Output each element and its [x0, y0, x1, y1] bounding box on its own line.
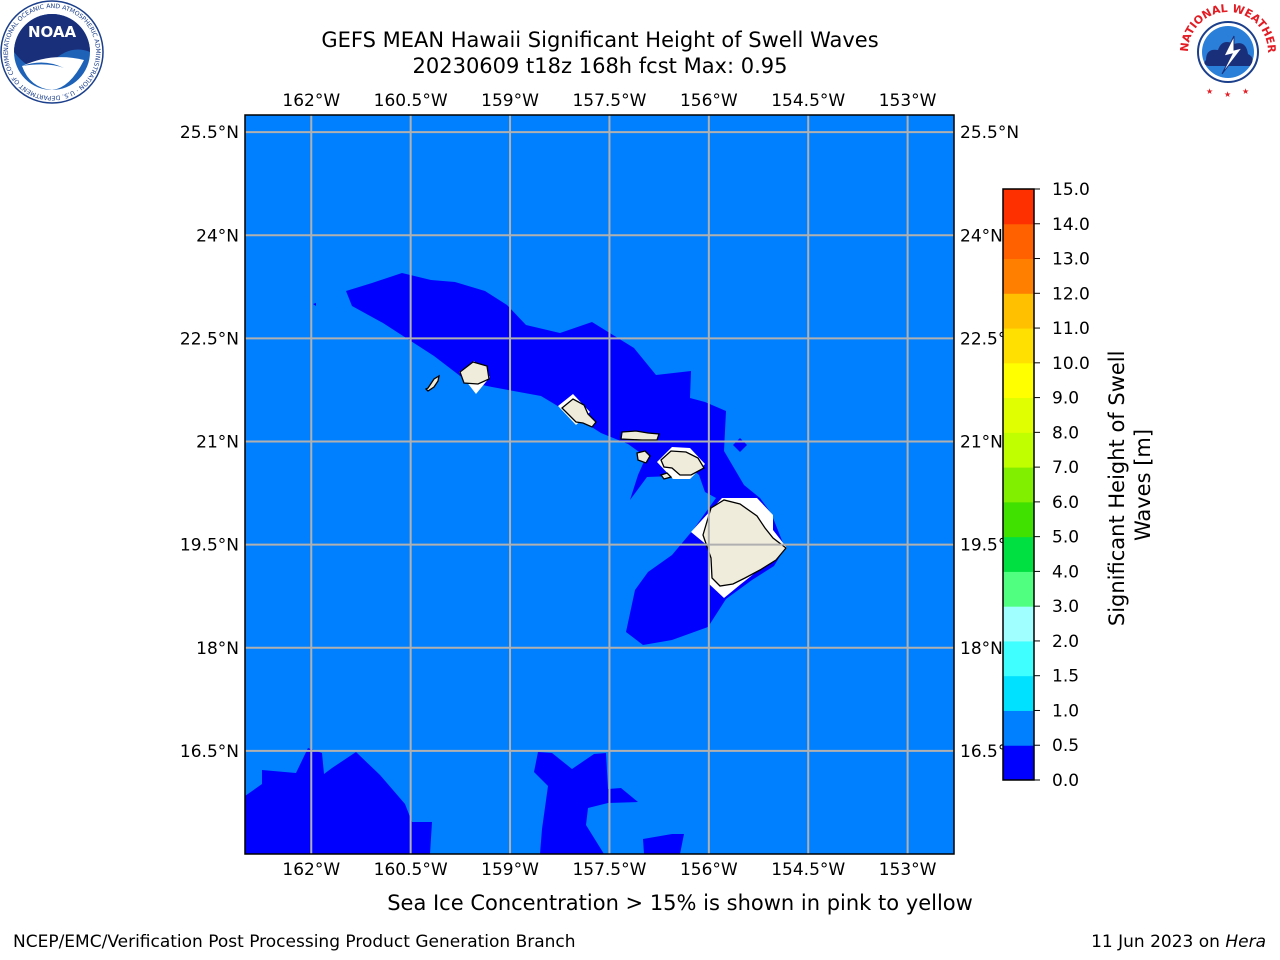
colorbar-tick-17: 15.0 — [1052, 180, 1090, 200]
lon-tick-bottom-3: 157.5°W — [572, 860, 646, 880]
swell-contour-speck2 — [313, 303, 316, 306]
lat-tick-right-5: 18°N — [960, 639, 1003, 659]
colorbar-label: Significant Height of Swell Waves [m] — [1105, 344, 1155, 626]
lat-tick-left-3: 21°N — [196, 433, 239, 453]
colorbar-tick-10: 8.0 — [1052, 423, 1079, 443]
colorbar-swatch-1 — [1003, 710, 1034, 746]
lat-tick-left-4: 19.5°N — [180, 536, 239, 556]
colorbar-swatch-13 — [1003, 293, 1034, 329]
swell-contour-south-center — [534, 752, 638, 854]
colorbar-tick-3: 1.5 — [1052, 667, 1079, 687]
lon-tick-top-4: 156°W — [680, 91, 738, 111]
colorbar-tick-14: 12.0 — [1052, 284, 1090, 304]
longitude-ticks-bottom: 162°W 160.5°W 159°W 157.5°W 156°W 154.5°W 153°… — [282, 860, 936, 880]
colorbar-swatch-6 — [1003, 536, 1034, 572]
colorbar-swatch-16 — [1003, 189, 1034, 225]
sea-ice-note: Sea Ice Concentration > 15% is shown in … — [387, 891, 973, 915]
colorbar-tick-4: 2.0 — [1052, 632, 1079, 652]
lon-tick-bottom-2: 159°W — [481, 860, 539, 880]
lon-tick-top-1: 160.5°W — [374, 91, 448, 111]
colorbar-swatch-5 — [1003, 571, 1034, 607]
colorbar-tick-1: 0.5 — [1052, 736, 1079, 756]
colorbar-tick-6: 4.0 — [1052, 562, 1079, 582]
latitude-ticks-left: 25.5°N 24°N 22.5°N 21°N 19.5°N 18°N 16.5°N — [180, 123, 239, 762]
island-kauai — [459, 361, 490, 385]
lat-tick-left-2: 22.5°N — [180, 329, 239, 349]
lat-tick-right-3: 21°N — [960, 433, 1003, 453]
lon-tick-top-3: 157.5°W — [572, 91, 646, 111]
noaa-logo-text: NOAA — [28, 23, 77, 41]
svg-text:★: ★ — [1242, 87, 1249, 96]
colorbar-frame — [1002, 188, 1035, 781]
island-kahoolawe — [659, 472, 673, 480]
colorbar-swatch-14 — [1003, 258, 1034, 294]
colorbar-tick-2: 1.0 — [1052, 701, 1079, 721]
svg-text:★: ★ — [1206, 87, 1213, 96]
lon-tick-top-6: 153°W — [879, 91, 937, 111]
colorbar-tick-15: 13.0 — [1052, 250, 1090, 270]
lat-tick-left-0: 25.5°N — [180, 123, 239, 143]
colorbar-tick-7: 5.0 — [1052, 528, 1079, 548]
colorbar-swatch-15 — [1003, 223, 1034, 260]
lon-tick-bottom-0: 162°W — [282, 860, 340, 880]
colorbar-swatch-9 — [1003, 432, 1034, 468]
colorbar-swatch-4 — [1003, 606, 1034, 642]
lat-tick-left-5: 18°N — [196, 639, 239, 659]
lon-tick-bottom-1: 160.5°W — [374, 860, 448, 880]
colorbar-tick-11: 9.0 — [1052, 389, 1079, 409]
footer-date-text: 11 Jun 2023 on — [1091, 932, 1226, 952]
colorbar-tick-13: 11.0 — [1052, 319, 1090, 339]
island-niihau — [424, 374, 440, 392]
colorbar-tick-8: 6.0 — [1052, 493, 1079, 513]
map-subtitle: 20230609 t18z 168h fcst Max: 0.95 — [412, 54, 788, 78]
footer-host: Hera — [1225, 932, 1266, 952]
swell-contour-chain — [346, 273, 785, 645]
island-molokai — [620, 430, 660, 441]
footer-branch: NCEP/EMC/Verification Post Processing Pr… — [13, 932, 576, 952]
island-lanai — [636, 450, 651, 464]
map-gridlines — [245, 115, 954, 854]
lat-tick-right-0: 25.5°N — [960, 123, 1019, 143]
lon-tick-bottom-6: 153°W — [879, 860, 937, 880]
lon-tick-top-0: 162°W — [282, 91, 340, 111]
footer-date: 11 Jun 2023 on Hera — [1091, 932, 1266, 952]
colorbar-tick-0: 0.0 — [1052, 771, 1079, 791]
lon-tick-top-2: 159°W — [481, 91, 539, 111]
colorbar-swatch-11 — [1003, 362, 1034, 399]
map-title: GEFS MEAN Hawaii Significant Height of S… — [321, 28, 879, 52]
colorbar-tick-12: 10.0 — [1052, 354, 1090, 374]
map-frame — [244, 114, 955, 855]
colorbar-tick-16: 14.0 — [1052, 215, 1090, 235]
colorbar-tick-5: 3.0 — [1052, 597, 1079, 617]
colorbar-ticks: 0.0 0.5 1.0 1.5 2.0 3.0 4.0 5.0 6.0 7.0 8.0 9.0 10.0… — [1034, 180, 1090, 791]
island-oahu — [561, 398, 597, 428]
lon-tick-bottom-4: 156°W — [680, 860, 738, 880]
colorbar-swatch-12 — [1003, 328, 1034, 364]
colorbar-swatch-0 — [1003, 745, 1034, 781]
island-maui — [660, 450, 705, 476]
lat-tick-left-1: 24°N — [196, 226, 239, 246]
lat-tick-right-1: 24°N — [960, 226, 1003, 246]
nws-logo-icon: NATIONAL WEATHER SERVICE ★★★ — [1176, 0, 1278, 99]
lat-tick-left-6: 16.5°N — [180, 742, 239, 762]
lon-tick-bottom-5: 154.5°W — [771, 860, 845, 880]
longitude-ticks-top: 162°W 160.5°W 159°W 157.5°W 156°W 154.5°W 153°… — [282, 91, 936, 111]
colorbar-swatch-7 — [1003, 501, 1034, 538]
colorbar-tick-9: 7.0 — [1052, 458, 1079, 478]
colorbar-swatch-3 — [1003, 640, 1034, 677]
noaa-logo-icon: NOAA NATIONAL OCEANIC AND ATMOSPHERIC AD… — [0, 0, 104, 104]
svg-text:★: ★ — [1224, 90, 1231, 99]
colorbar-swatch-10 — [1003, 397, 1034, 433]
swell-contour-south-east — [643, 834, 684, 854]
lon-tick-top-5: 154.5°W — [771, 91, 845, 111]
colorbar-swatch-2 — [1003, 675, 1034, 711]
colorbar — [1002, 188, 1035, 781]
ocean-background — [245, 115, 954, 854]
colorbar-swatch-8 — [1003, 467, 1034, 503]
swell-contour-southwest — [245, 748, 432, 854]
land-islands — [424, 361, 787, 587]
island-hawaii — [702, 499, 787, 587]
